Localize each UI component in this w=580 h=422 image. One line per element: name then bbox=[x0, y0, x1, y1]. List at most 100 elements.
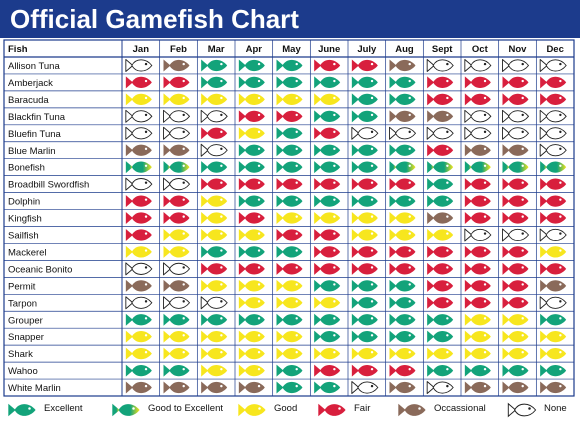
fish-rating-Y bbox=[125, 330, 152, 343]
fish-rating-E bbox=[314, 144, 341, 157]
fish-rating-F bbox=[351, 178, 378, 191]
fish-rating-Y bbox=[540, 245, 567, 258]
fish-rating-Y bbox=[238, 330, 265, 343]
fish-rating-N bbox=[163, 109, 191, 123]
fish-rating-F bbox=[125, 195, 152, 208]
chart-title: Official Gamefish Chart bbox=[10, 4, 299, 34]
fish-rating-Y bbox=[238, 93, 265, 106]
fish-name: Oceanic Bonito bbox=[8, 264, 72, 275]
table-row: Baracuda bbox=[8, 93, 567, 106]
legend-label: Fair bbox=[354, 403, 371, 414]
fish-rating-F bbox=[238, 110, 265, 123]
fish-rating-E bbox=[276, 381, 303, 394]
table-row: Mackerel bbox=[8, 245, 567, 258]
fish-rating-F bbox=[201, 178, 228, 191]
fish-rating-E bbox=[464, 364, 491, 377]
table-row: Snapper bbox=[8, 330, 567, 343]
fish-rating-N bbox=[125, 109, 153, 123]
fish-rating-Y bbox=[201, 279, 228, 292]
month-header: Mar bbox=[208, 44, 225, 55]
fish-rating-E bbox=[314, 161, 341, 174]
fish-rating-E bbox=[389, 330, 416, 343]
fish-rating-E bbox=[427, 330, 454, 343]
legend-label: Occassional bbox=[434, 403, 486, 414]
fish-rating-N bbox=[125, 126, 153, 140]
fish-rating-E bbox=[351, 144, 378, 157]
table-row: Sailfish bbox=[8, 228, 567, 242]
fish-rating-Y bbox=[276, 296, 303, 309]
legend-fish-icon bbox=[318, 403, 346, 417]
fish-rating-F bbox=[201, 262, 228, 275]
gamefish-table: Fish Jan Feb Mar Apr May June July Aug Sept Oct Nov… bbox=[3, 39, 575, 397]
fish-rating-N bbox=[502, 228, 530, 242]
fish-rating-N bbox=[539, 59, 567, 72]
fish-rating-O bbox=[389, 110, 416, 123]
fish-rating-E bbox=[502, 364, 529, 377]
fish-rating-E bbox=[238, 161, 265, 174]
fish-rating-F bbox=[427, 76, 454, 89]
fish-rating-O bbox=[427, 110, 454, 123]
fish-rating-Y bbox=[125, 93, 152, 106]
fish-rating-F bbox=[314, 178, 341, 191]
fish-rating-Y bbox=[163, 347, 190, 360]
fish-column-header: Fish bbox=[8, 44, 28, 55]
fish-rating-F bbox=[389, 178, 416, 191]
fish-rating-F bbox=[351, 245, 378, 258]
fish-rating-Y bbox=[540, 330, 567, 343]
fish-rating-Y bbox=[464, 347, 491, 360]
fish-rating-G bbox=[540, 161, 567, 174]
fish-name: Tarpon bbox=[8, 298, 37, 309]
table-row: Broadbill Swordfish bbox=[8, 177, 567, 191]
fish-rating-O bbox=[427, 212, 454, 225]
fish-rating-Y bbox=[314, 347, 341, 360]
fish-rating-E bbox=[314, 76, 341, 89]
fish-rating-N bbox=[539, 126, 567, 140]
month-header: Jan bbox=[133, 44, 150, 55]
fish-name: Snapper bbox=[8, 332, 44, 343]
fish-rating-E bbox=[427, 178, 454, 191]
fish-rating-N bbox=[539, 109, 567, 123]
table-row: Allison Tuna bbox=[8, 59, 567, 72]
fish-rating-E bbox=[351, 93, 378, 106]
fish-rating-O bbox=[238, 381, 265, 394]
fish-rating-E bbox=[351, 313, 378, 326]
fish-rating-Y bbox=[238, 279, 265, 292]
fish-rating-F bbox=[540, 93, 567, 106]
fish-rating-N bbox=[163, 126, 191, 140]
fish-rating-N bbox=[539, 228, 567, 242]
fish-rating-Y bbox=[314, 296, 341, 309]
fish-rating-Y bbox=[540, 347, 567, 360]
legend-fish-icon bbox=[398, 403, 426, 417]
fish-rating-F bbox=[389, 364, 416, 377]
fish-rating-Y bbox=[276, 330, 303, 343]
table-row: Oceanic Bonito bbox=[8, 262, 567, 275]
fish-rating-E bbox=[389, 296, 416, 309]
title-bar: Official Gamefish Chart bbox=[0, 0, 580, 38]
fish-rating-E bbox=[125, 364, 152, 377]
fish-rating-Y bbox=[201, 93, 228, 106]
month-header: July bbox=[357, 44, 377, 55]
legend-fish-icon bbox=[8, 403, 36, 417]
header-row: Fish Jan Feb Mar Apr May June July Aug Sept Oct Nov… bbox=[8, 44, 564, 55]
fish-name: Baracuda bbox=[8, 95, 49, 106]
month-header: Apr bbox=[246, 44, 263, 55]
fish-rating-N bbox=[464, 228, 492, 242]
fish-rating-F bbox=[464, 245, 491, 258]
fish-rating-N bbox=[502, 109, 530, 123]
fish-rating-E bbox=[276, 364, 303, 377]
fish-rating-Y bbox=[238, 296, 265, 309]
month-header: Feb bbox=[170, 44, 187, 55]
fish-rating-E bbox=[427, 364, 454, 377]
table-row: Tarpon bbox=[8, 296, 567, 309]
fish-name: White Marlin bbox=[8, 383, 61, 394]
fish-rating-E bbox=[163, 313, 190, 326]
fish-rating-E bbox=[389, 195, 416, 208]
fish-rating-O bbox=[389, 381, 416, 394]
fish-rating-O bbox=[163, 144, 190, 157]
fish-rating-F bbox=[276, 178, 303, 191]
fish-rating-G bbox=[427, 161, 454, 174]
fish-name: Allison Tuna bbox=[8, 61, 60, 72]
fish-rating-F bbox=[502, 76, 529, 89]
table-row: Kingfish bbox=[8, 212, 567, 225]
fish-rating-E bbox=[314, 313, 341, 326]
